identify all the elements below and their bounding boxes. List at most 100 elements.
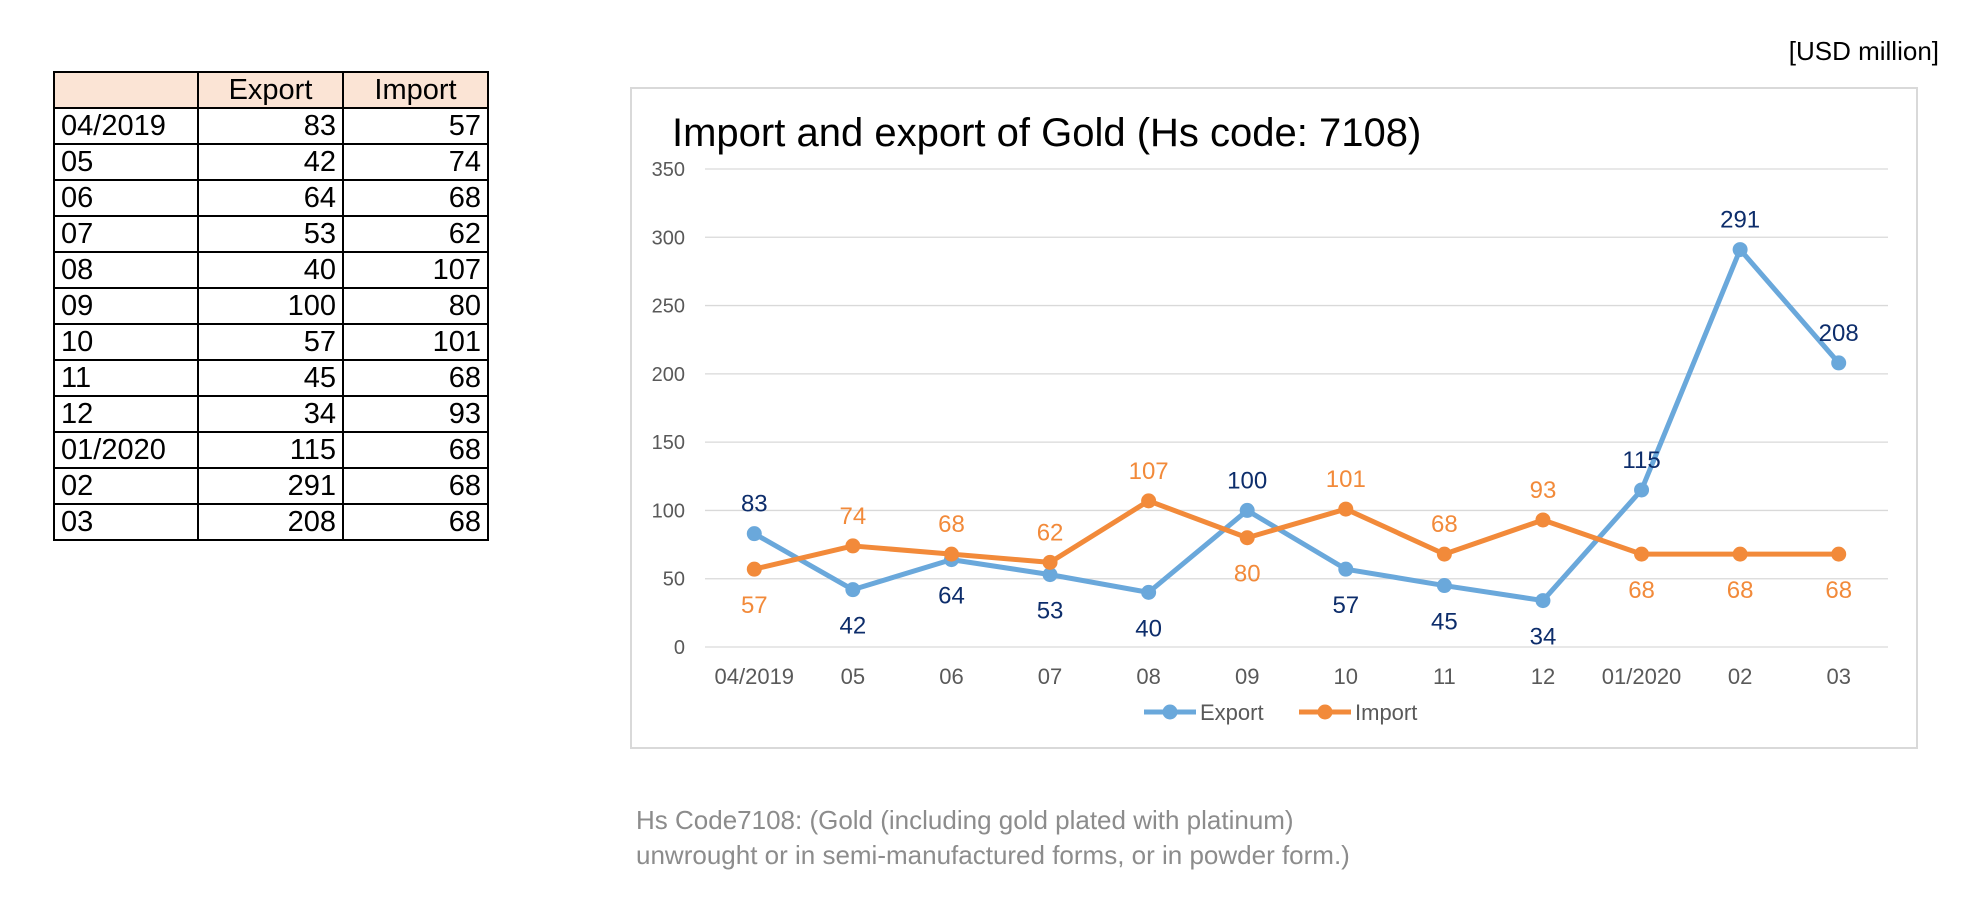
data-label-export: 45	[1431, 609, 1458, 636]
row-export: 57	[197, 323, 344, 361]
row-export: 34	[197, 395, 344, 433]
row-import: 57	[342, 107, 489, 145]
point-import	[1634, 546, 1650, 562]
table-row: 11 45 68	[53, 359, 489, 397]
data-label-export: 115	[1622, 447, 1660, 474]
row-import: 74	[342, 143, 489, 181]
y-tick-label: 150	[652, 432, 685, 454]
data-label-import: 68	[1628, 577, 1655, 604]
data-label-export: 208	[1819, 320, 1859, 347]
point-import	[845, 538, 861, 554]
row-export: 83	[197, 107, 344, 145]
data-label-export: 64	[938, 583, 965, 610]
point-import	[746, 561, 762, 577]
y-tick-label: 50	[663, 569, 685, 591]
table-row: 03 208 68	[53, 503, 489, 541]
table-row: 12 34 93	[53, 395, 489, 433]
x-tick-label: 03	[1826, 664, 1850, 689]
x-tick-label: 07	[1038, 664, 1062, 689]
x-tick-label: 08	[1136, 664, 1160, 689]
legend-marker-export	[1162, 704, 1178, 720]
data-label-import: 93	[1530, 477, 1557, 504]
table-row: 04/2019 83 57	[53, 107, 489, 145]
series-line-import	[751, 498, 1842, 572]
data-label-export: 100	[1227, 467, 1267, 494]
data-label-import: 68	[938, 511, 965, 538]
point-import	[943, 546, 959, 562]
row-import: 68	[342, 179, 489, 217]
row-month: 12	[53, 395, 199, 433]
x-tick-label: 01/2020	[1602, 664, 1682, 689]
row-export: 42	[197, 143, 344, 181]
x-tick-label: 10	[1334, 664, 1358, 689]
row-import: 62	[342, 215, 489, 253]
x-tick-label: 09	[1235, 664, 1259, 689]
data-label-import: 107	[1129, 458, 1169, 485]
row-month: 06	[53, 179, 199, 217]
point-import	[1042, 554, 1058, 570]
row-export: 45	[197, 359, 344, 397]
data-label-import: 68	[1431, 511, 1458, 538]
point-export	[845, 582, 861, 598]
data-label-import: 68	[1727, 577, 1754, 604]
row-month: 08	[53, 251, 199, 289]
chart-frame: Import and export of Gold (Hs code: 7108…	[630, 87, 1918, 749]
footnote-line-2: unwrought or in semi-manufactured forms,…	[636, 840, 1350, 870]
row-month: 09	[53, 287, 199, 325]
data-label-export: 83	[741, 491, 768, 518]
data-label-export: 57	[1332, 592, 1359, 619]
table-row: 09 100 80	[53, 287, 489, 325]
unit-label: [USD million]	[1788, 36, 1939, 66]
row-export: 64	[197, 179, 344, 217]
row-export: 291	[197, 467, 344, 505]
row-month: 11	[53, 359, 199, 397]
data-label-export: 53	[1037, 598, 1064, 625]
row-export: 53	[197, 215, 344, 253]
y-tick-label: 0	[674, 637, 685, 659]
point-export	[1634, 482, 1650, 498]
row-month: 10	[53, 323, 199, 361]
point-export	[1141, 584, 1157, 600]
table-header-blank	[53, 71, 199, 109]
data-label-export: 42	[840, 613, 867, 640]
data-label-import: 101	[1326, 466, 1366, 493]
line-chart: Import and export of Gold (Hs code: 7108…	[652, 111, 1888, 725]
data-label-import: 74	[840, 503, 867, 530]
table-row: 06 64 68	[53, 179, 489, 217]
data-label-import: 68	[1825, 577, 1852, 604]
point-export	[1436, 578, 1452, 594]
x-tick-label: 02	[1728, 664, 1752, 689]
point-export	[1239, 502, 1255, 518]
data-label-import: 62	[1037, 519, 1064, 546]
series-line-export	[751, 247, 1842, 604]
row-import: 93	[342, 395, 489, 433]
table-header-row: Export Import	[53, 71, 489, 109]
point-import	[1239, 530, 1255, 546]
row-import: 80	[342, 287, 489, 325]
table-row: 08 40 107	[53, 251, 489, 289]
data-table: Export Import 04/2019 83 57 05 42 74 06 64 68 …	[53, 71, 489, 541]
row-export: 208	[197, 503, 344, 541]
row-import: 107	[342, 251, 489, 289]
x-tick-label: 05	[841, 664, 865, 689]
point-export	[1535, 593, 1551, 609]
row-import: 101	[342, 323, 489, 361]
row-import: 68	[342, 359, 489, 397]
point-import	[1732, 546, 1748, 562]
row-month: 02	[53, 467, 199, 505]
row-import: 68	[342, 431, 489, 469]
y-tick-label: 200	[652, 364, 685, 386]
chart-title: Import and export of Gold (Hs code: 7108…	[672, 111, 1421, 155]
row-month: 01/2020	[53, 431, 199, 469]
legend-label-import: Import	[1355, 700, 1417, 725]
table-row: 05 42 74	[53, 143, 489, 181]
table-row: 01/2020 115 68	[53, 431, 489, 469]
data-label-import: 80	[1234, 561, 1261, 588]
y-tick-label: 100	[652, 500, 685, 522]
point-export	[1042, 567, 1058, 583]
point-import	[1338, 501, 1354, 517]
footnote: Hs Code7108: (Gold (including gold plate…	[636, 803, 1350, 873]
data-label-export: 34	[1530, 624, 1557, 651]
y-tick-label: 250	[652, 296, 685, 318]
x-tick-label: 11	[1433, 664, 1456, 689]
